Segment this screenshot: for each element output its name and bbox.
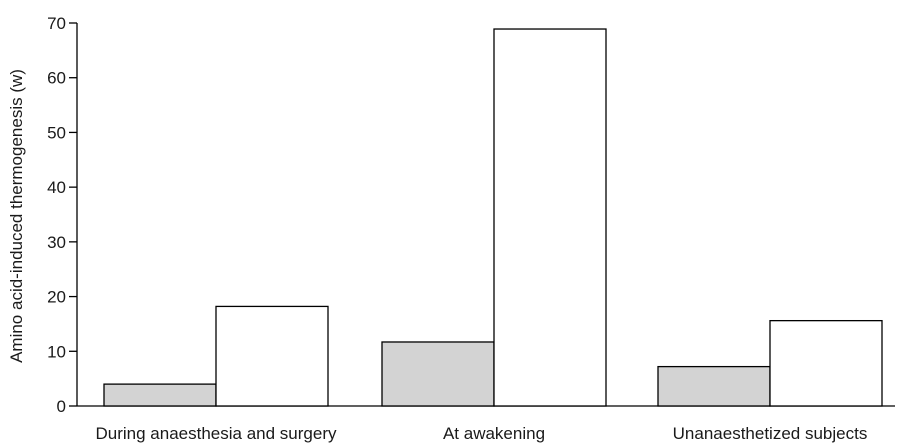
y-tick-label: 40	[47, 178, 66, 197]
bars	[103, 28, 883, 407]
category-label: Unanaesthetized subjects	[673, 424, 868, 443]
y-tick-label: 60	[47, 69, 66, 88]
y-tick-label: 30	[47, 233, 66, 252]
y-tick-label: 0	[57, 397, 66, 416]
bar	[493, 28, 607, 407]
bar	[769, 319, 883, 407]
category-label: During anaesthesia and surgery	[96, 424, 337, 443]
y-axis-title: Amino acid-induced thermogenesis (w)	[7, 69, 26, 363]
bar	[215, 305, 329, 407]
y-tick-label: 50	[47, 123, 66, 142]
y-tick-label: 70	[47, 14, 66, 33]
y-tick-label: 10	[47, 342, 66, 361]
category-labels: During anaesthesia and surgery At awakeni…	[96, 424, 868, 443]
bar	[103, 383, 217, 407]
bar	[381, 341, 495, 407]
y-tick-label: 20	[47, 288, 66, 307]
bar	[657, 365, 771, 407]
category-label: At awakening	[443, 424, 545, 443]
